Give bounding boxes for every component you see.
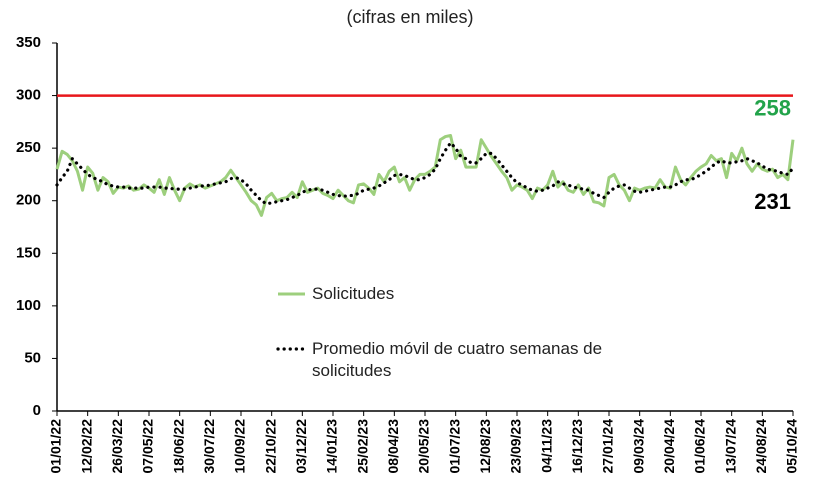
x-tick-label: 26/03/22 xyxy=(109,419,125,474)
x-tick-label: 27/01/24 xyxy=(600,419,616,474)
y-tick-label: 100 xyxy=(16,297,41,314)
x-tick-label: 24/08/24 xyxy=(753,419,769,474)
x-tick-label: 14/01/23 xyxy=(324,419,340,474)
x-tick-label: 22/10/22 xyxy=(262,419,278,474)
x-tick-label: 05/10/24 xyxy=(784,419,800,474)
x-tick-label: 18/06/22 xyxy=(170,419,186,474)
y-tick-label: 150 xyxy=(16,244,41,261)
y-tick-label: 300 xyxy=(16,87,41,104)
y-tick-label: 50 xyxy=(24,349,41,366)
x-tick-label: 12/02/22 xyxy=(78,419,94,474)
x-tick-label: 30/07/22 xyxy=(201,419,217,474)
series-line xyxy=(55,134,795,217)
y-tick-label: 250 xyxy=(16,139,41,156)
y-tick-label: 350 xyxy=(16,34,41,51)
x-tick-label: 12/08/23 xyxy=(477,419,493,474)
chart-subtitle: (cifras en miles) xyxy=(346,7,473,27)
legend-label: Promedio móvil de cuatro semanas de soli… xyxy=(312,339,603,380)
x-tick-label: 04/11/23 xyxy=(538,419,554,473)
x-tick-label: 01/01/22 xyxy=(48,419,64,474)
end-label: 258 xyxy=(754,96,791,121)
x-tick-label: 07/05/22 xyxy=(140,419,156,474)
y-tick-label: 200 xyxy=(16,192,41,209)
x-tick-label: 03/12/22 xyxy=(293,419,309,474)
end-label: 231 xyxy=(754,189,791,214)
x-tick-label: 01/06/24 xyxy=(692,419,708,474)
x-tick-label: 08/04/23 xyxy=(385,419,401,474)
x-tick-label: 20/04/24 xyxy=(661,419,677,474)
y-tick-label: 0 xyxy=(33,402,41,419)
x-tick-label: 16/12/23 xyxy=(569,419,585,474)
x-tick-label: 20/05/23 xyxy=(416,419,432,474)
x-tick-label: 10/09/22 xyxy=(232,419,248,474)
x-tick-label: 01/07/23 xyxy=(446,419,462,474)
series-line xyxy=(55,140,795,206)
x-tick-label: 25/02/23 xyxy=(354,419,370,474)
legend-label: Solicitudes xyxy=(312,284,395,303)
x-tick-label: 13/07/24 xyxy=(722,419,738,474)
x-tick-label: 09/03/24 xyxy=(630,419,646,474)
x-tick-label: 23/09/23 xyxy=(508,419,524,474)
